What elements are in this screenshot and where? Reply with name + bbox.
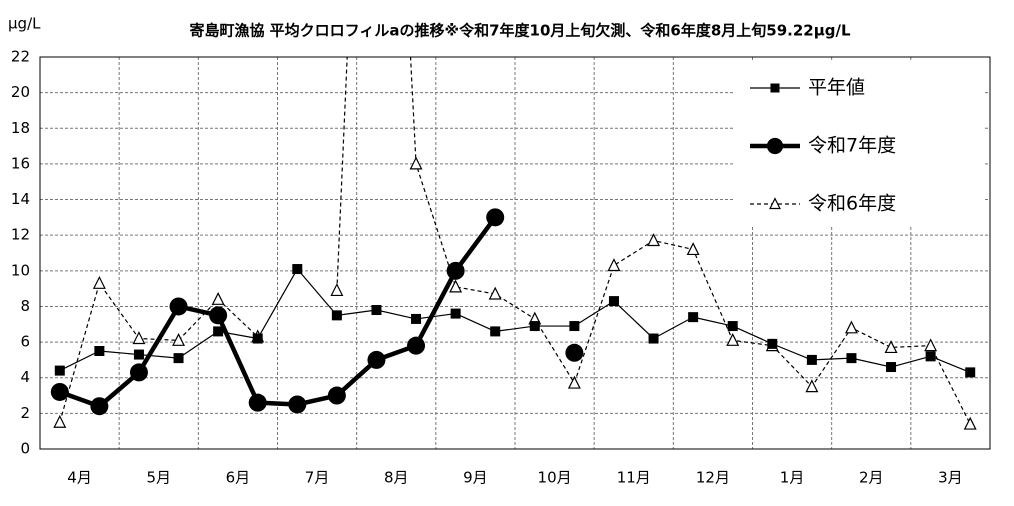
marker <box>331 310 342 321</box>
x-tick-label: 1月 <box>780 469 805 487</box>
x-tick-label: 7月 <box>305 469 330 487</box>
marker <box>529 321 540 332</box>
marker <box>371 305 382 316</box>
marker <box>806 354 817 365</box>
marker <box>133 349 144 360</box>
plot <box>50 57 977 430</box>
x-tick-label: 4月 <box>67 469 92 487</box>
x-tick-label: 2月 <box>859 469 884 487</box>
marker <box>409 156 423 170</box>
x-tick-label: 12月 <box>696 469 730 487</box>
marker <box>608 296 619 307</box>
legend-label: 平年値 <box>808 77 865 99</box>
y-tick-label: 14 <box>11 190 30 208</box>
marker <box>686 242 700 256</box>
plot-frame <box>39 56 991 450</box>
marker <box>252 333 263 344</box>
legend-label: 令和7年度 <box>808 135 896 157</box>
marker <box>327 386 346 405</box>
marker <box>766 137 784 155</box>
marker <box>172 332 186 346</box>
x-tick-label: 9月 <box>463 469 488 487</box>
marker <box>450 308 461 319</box>
marker <box>486 208 505 227</box>
marker <box>490 326 501 337</box>
marker <box>567 375 581 389</box>
y-tick-label: 12 <box>11 226 30 244</box>
y-tick-label: 8 <box>20 297 30 315</box>
x-tick-label: 6月 <box>226 469 251 487</box>
marker <box>565 343 584 362</box>
marker <box>488 286 502 300</box>
marker <box>292 264 303 275</box>
y-tick-label: 4 <box>20 368 30 386</box>
marker <box>925 351 936 362</box>
x-tick-label: 8月 <box>384 469 409 487</box>
marker <box>688 312 699 323</box>
marker <box>769 197 781 210</box>
y-tick-label: 18 <box>11 119 30 137</box>
x-tick-label: 10月 <box>538 469 572 487</box>
marker <box>132 331 146 345</box>
marker <box>169 297 188 316</box>
marker <box>886 362 897 373</box>
chart-title: 寄島町漁協 平均クロロフィルaの推移※令和7年度10月上旬欠測、令和6年度8月上… <box>189 22 851 40</box>
marker <box>213 326 224 337</box>
marker <box>129 363 148 382</box>
marker <box>94 346 105 356</box>
marker <box>924 338 938 352</box>
legend-label: 令和6年度 <box>808 193 896 215</box>
marker <box>92 275 106 289</box>
marker <box>411 313 422 324</box>
y-tick-label: 6 <box>20 333 30 351</box>
marker <box>53 414 67 428</box>
y-axis-label: μg/L <box>8 15 41 33</box>
marker <box>884 340 898 354</box>
marker <box>569 321 580 332</box>
marker <box>647 233 661 247</box>
marker <box>805 379 819 393</box>
marker <box>449 279 463 293</box>
marker <box>726 332 740 346</box>
x-tick-label: 11月 <box>617 469 651 487</box>
marker <box>330 283 344 297</box>
y-tick-label: 20 <box>11 83 30 101</box>
y-tick-label: 0 <box>20 440 30 458</box>
marker <box>648 333 659 344</box>
y-tick-label: 10 <box>11 261 30 279</box>
marker <box>844 320 858 334</box>
marker <box>173 353 184 364</box>
labels: 0 2 4 6 8 10 12 14 16 18 20 22 4月 5月 6月 7月 8月 9月 10月 11月 12月… <box>11 48 963 487</box>
y-tick-label: 22 <box>11 48 30 66</box>
marker <box>770 83 780 93</box>
marker <box>767 338 778 349</box>
marker <box>90 397 109 416</box>
marker <box>367 350 386 369</box>
marker <box>248 393 267 412</box>
marker <box>288 395 307 414</box>
x-tick-label: 3月 <box>938 469 963 487</box>
y-tick-label: 2 <box>20 404 30 422</box>
marker <box>846 353 857 364</box>
marker <box>965 367 976 378</box>
marker <box>407 336 426 355</box>
series-line <box>59 268 971 373</box>
y-tick-label: 16 <box>11 154 30 172</box>
marker <box>446 261 465 280</box>
marker <box>209 306 228 325</box>
marker <box>211 291 225 305</box>
marker <box>727 321 738 332</box>
marker <box>50 382 69 401</box>
marker <box>963 416 977 430</box>
marker <box>54 365 65 376</box>
x-tick-label: 5月 <box>146 469 171 487</box>
marker <box>607 258 621 272</box>
